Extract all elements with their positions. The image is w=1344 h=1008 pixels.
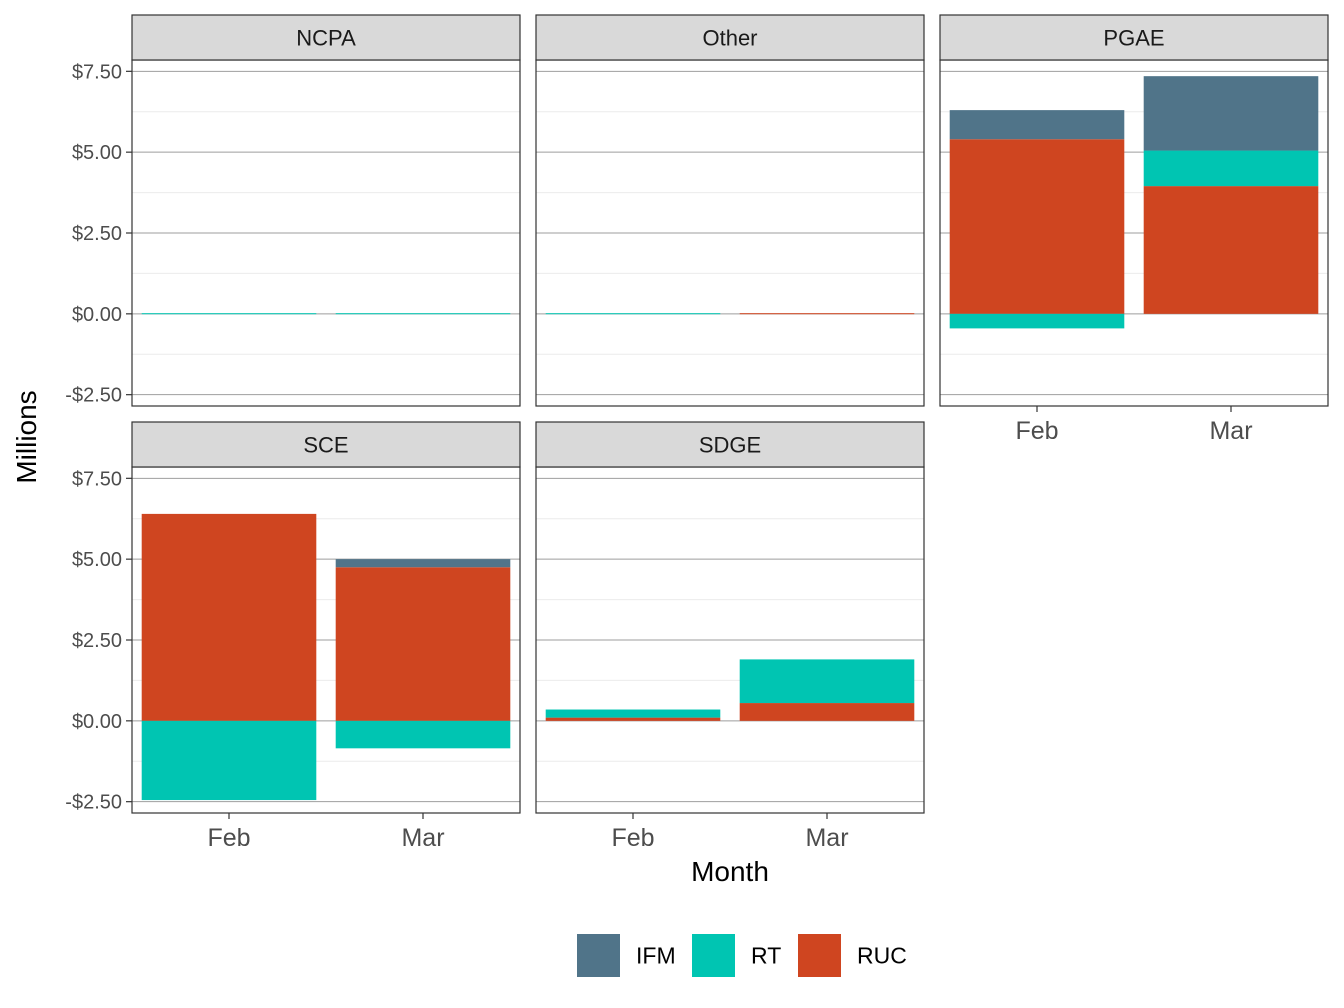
bar-sdge-feb-rt — [545, 709, 721, 718]
legend-label-ifm: IFM — [636, 943, 676, 969]
panel-ncpa: NCPA -$2.50 $0.00 $2.50 $5.00 $7.50 — [65, 14, 521, 407]
legend-key-ifm — [577, 934, 620, 977]
bar-other-mar-ruc — [739, 313, 915, 315]
legend-key-ruc — [798, 934, 841, 977]
strip-label-sce: SCE — [303, 433, 348, 458]
y-tick-label: -$2.50 — [65, 792, 122, 814]
legend-key-rt — [692, 934, 735, 977]
panel-sce: SCE -$2.50 $0.00 $2.50 $5.00 $7.50 Feb Mar — [65, 421, 521, 852]
y-tick-label: $0.00 — [72, 304, 122, 326]
bar-pgae-mar-rt — [1143, 150, 1319, 187]
bar-pgae-feb-rt — [949, 313, 1125, 329]
strip-label-ncpa: NCPA — [296, 26, 356, 51]
bar-sdge-mar-rt — [739, 659, 915, 704]
strip-label-other: Other — [702, 26, 757, 51]
legend: IFM RT RUC — [577, 934, 907, 977]
bar-sdge-feb-ruc — [545, 717, 721, 721]
y-tick-label: $5.00 — [72, 142, 122, 164]
y-tick-label: $7.50 — [72, 61, 122, 83]
bar-sdge-mar-ruc — [739, 703, 915, 721]
y-tick-label: $2.50 — [72, 630, 122, 652]
x-tick-label-mar: Mar — [805, 824, 848, 852]
strip-background — [535, 14, 925, 61]
x-tick-label-mar: Mar — [1209, 417, 1252, 445]
bar-sce-feb-rt — [141, 720, 317, 801]
legend-label-rt: RT — [751, 943, 781, 969]
panel-sdge: SDGE Feb Mar — [535, 421, 925, 852]
y-axis-title: Millions — [11, 390, 42, 483]
x-tick-label-mar: Mar — [401, 824, 444, 852]
strip-background — [939, 14, 1329, 61]
bar-pgae-mar-ifm — [1143, 76, 1319, 151]
panel-pgae: PGAE Feb Mar — [939, 14, 1329, 445]
bar-pgae-feb-ifm — [949, 110, 1125, 140]
panels-layer: NCPA -$2.50 $0.00 $2.50 $5.00 $7.50 Other PGAE F… — [65, 14, 1329, 852]
y-tick-label: $0.00 — [72, 711, 122, 733]
bar-sce-mar-ruc — [335, 567, 511, 721]
y-tick-label: -$2.50 — [65, 385, 122, 407]
strip-label-pgae: PGAE — [1103, 26, 1164, 51]
bar-sce-mar-ifm — [335, 559, 511, 568]
bar-ncpa-feb-rt — [141, 313, 317, 315]
y-tick-label: $2.50 — [72, 223, 122, 245]
bar-sce-feb-ruc — [141, 513, 317, 721]
bar-other-feb-rt — [545, 313, 721, 315]
bar-sce-mar-rt — [335, 720, 511, 749]
bar-pgae-mar-ruc — [1143, 186, 1319, 314]
strip-label-sdge: SDGE — [699, 433, 761, 458]
y-tick-label: $7.50 — [72, 468, 122, 490]
x-tick-label-feb: Feb — [1015, 417, 1058, 445]
bar-ncpa-mar-rt — [335, 313, 511, 315]
x-tick-label-feb: Feb — [611, 824, 654, 852]
panel-other: Other — [535, 14, 925, 407]
strip-background — [535, 421, 925, 468]
strip-background — [131, 421, 521, 468]
x-axis-title: Month — [691, 856, 769, 887]
y-tick-label: $5.00 — [72, 549, 122, 571]
bar-pgae-feb-ruc — [949, 139, 1125, 314]
x-tick-label-feb: Feb — [207, 824, 250, 852]
legend-label-ruc: RUC — [857, 943, 907, 969]
strip-background — [131, 14, 521, 61]
